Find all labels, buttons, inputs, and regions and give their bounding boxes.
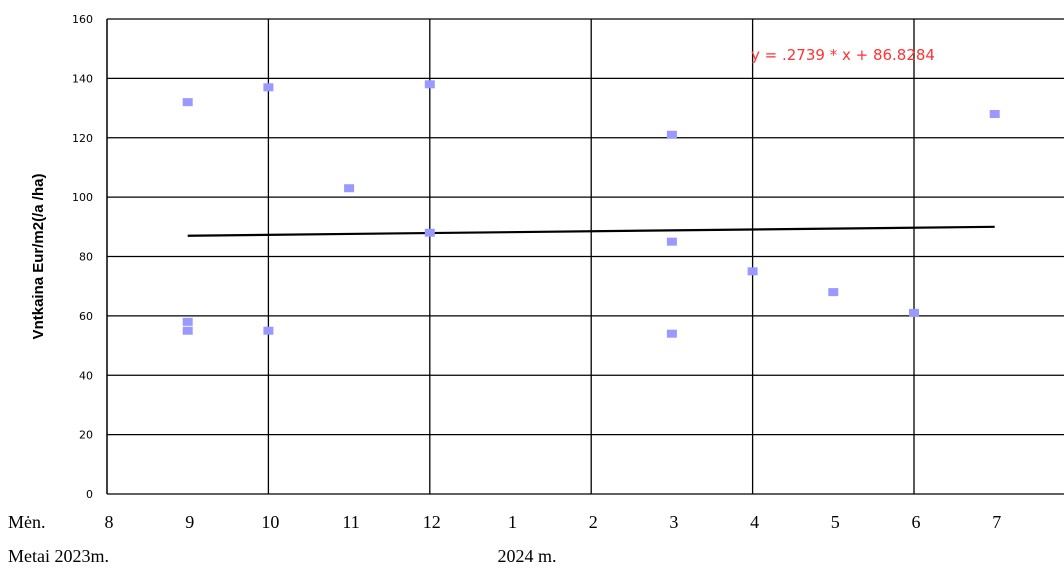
x-month-label: 5 [831,512,840,532]
data-point [182,326,193,335]
data-point [666,329,677,338]
y-axis-label: Vntkaina Eur/m2(/a /ha) [30,174,47,340]
y-tick-label: 80 [79,251,93,264]
data-point [344,184,355,193]
data-point [828,288,839,297]
trendline-equation: y = .2739 * x + 86.8284 [751,46,935,64]
y-tick-label: 120 [72,132,93,145]
x-month-label: 4 [750,512,759,532]
data-point [909,308,919,317]
data-point [263,326,274,335]
data-point [182,317,193,326]
data-point [182,98,193,107]
y-tick-label: 160 [72,13,93,26]
data-point [263,83,274,92]
x-month-row-title: Mėn. [8,512,46,532]
data-point [747,267,758,276]
x-month-label: 10 [261,512,279,532]
x-month-label: 2 [589,512,598,532]
data-point [424,228,435,237]
data-point [424,80,435,89]
y-tick-label: 60 [79,310,93,323]
y-tick-label: 140 [72,72,93,85]
x-year-row-title: Metai 2023m. [8,546,109,566]
x-year-2024-label: 2024 m. [497,546,556,566]
x-month-label: 11 [342,512,359,532]
x-month-label: 7 [992,512,1001,532]
y-tick-label: 100 [72,191,93,204]
x-month-label: 9 [185,512,194,532]
y-tick-label: 0 [86,488,93,501]
x-month-label: 1 [508,512,517,532]
y-tick-label: 40 [79,369,93,382]
data-point [989,110,1000,118]
data-point [666,237,677,246]
x-month-label: 3 [669,512,678,532]
y-tick-label: 20 [79,429,93,442]
data-point [666,130,677,139]
x-month-label: 8 [105,512,114,532]
x-month-label: 12 [423,512,441,532]
trendline [187,225,995,237]
x-month-label: 6 [912,512,921,532]
